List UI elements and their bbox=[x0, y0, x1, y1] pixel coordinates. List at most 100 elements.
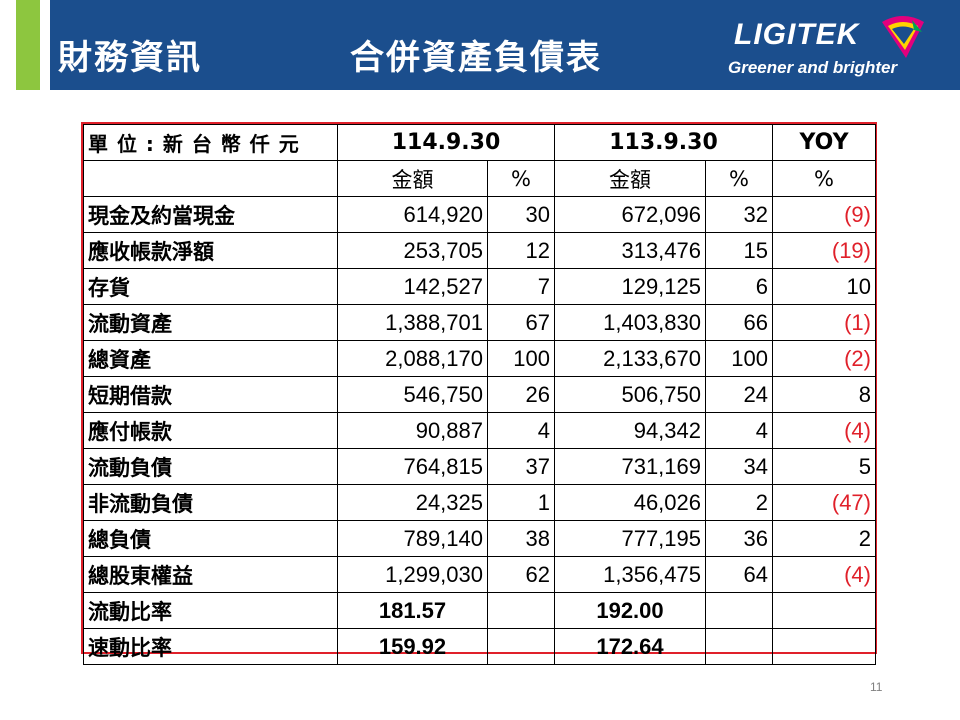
amount-header-2: 金額 bbox=[554, 160, 706, 197]
amount-period1: 546,750 bbox=[337, 376, 488, 413]
ratio-period2: 192.00 bbox=[554, 592, 706, 629]
amount-period2: 46,026 bbox=[554, 484, 706, 521]
pct-period2: 2 bbox=[705, 484, 773, 521]
pct-period1: 30 bbox=[487, 196, 555, 233]
table-row: 現金及約當現金 614,920 30 672,096 32 (9) bbox=[83, 196, 876, 233]
pct-period1: 37 bbox=[487, 448, 555, 485]
row-label: 總資產 bbox=[83, 340, 338, 377]
pct-period2: 4 bbox=[705, 412, 773, 449]
pct-period2: 15 bbox=[705, 232, 773, 269]
pct-period2: 36 bbox=[705, 520, 773, 557]
amount-header-1: 金額 bbox=[337, 160, 488, 197]
row-label: 應收帳款淨額 bbox=[83, 232, 338, 269]
amount-period1: 614,920 bbox=[337, 196, 488, 233]
amount-period1: 2,088,170 bbox=[337, 340, 488, 377]
pct-period1: 1 bbox=[487, 484, 555, 521]
table-row: 流動資產 1,388,701 67 1,403,830 66 (1) bbox=[83, 304, 876, 341]
empty-cell bbox=[487, 628, 555, 665]
amount-period1: 24,325 bbox=[337, 484, 488, 521]
pct-period2: 100 bbox=[705, 340, 773, 377]
header-row: 單 位 : 新 台 幣 仟 元 114.9.30 113.9.30 YOY bbox=[83, 124, 876, 161]
yoy-value: (1) bbox=[772, 304, 876, 341]
pct-period1: 12 bbox=[487, 232, 555, 269]
amount-period2: 129,125 bbox=[554, 268, 706, 305]
yoy-value: 8 bbox=[772, 376, 876, 413]
pct-period2: 32 bbox=[705, 196, 773, 233]
yoy-value: (9) bbox=[772, 196, 876, 233]
pct-period1: 4 bbox=[487, 412, 555, 449]
ratio-period1: 159.92 bbox=[337, 628, 488, 665]
amount-period1: 142,527 bbox=[337, 268, 488, 305]
amount-period2: 2,133,670 bbox=[554, 340, 706, 377]
page-title: 合併資產負債表 bbox=[350, 38, 602, 78]
section-title: 財務資訊 bbox=[58, 38, 202, 78]
row-label: 總股東權益 bbox=[83, 556, 338, 593]
logo-mark-icon bbox=[882, 16, 924, 58]
yoy-value: (4) bbox=[772, 412, 876, 449]
table-row: 應收帳款淨額 253,705 12 313,476 15 (19) bbox=[83, 232, 876, 269]
company-logo: LIGITEK Greener and brighter bbox=[728, 14, 960, 84]
amount-period1: 253,705 bbox=[337, 232, 488, 269]
yoy-value: 10 bbox=[772, 268, 876, 305]
row-label: 流動負債 bbox=[83, 448, 338, 485]
yoy-value: (19) bbox=[772, 232, 876, 269]
yoy-value: (2) bbox=[772, 340, 876, 377]
row-label: 非流動負債 bbox=[83, 484, 338, 521]
pct-period2: 34 bbox=[705, 448, 773, 485]
empty-cell bbox=[772, 628, 876, 665]
empty-cell bbox=[705, 628, 773, 665]
row-label: 流動資產 bbox=[83, 304, 338, 341]
page-number: 11 bbox=[870, 680, 883, 694]
row-label: 短期借款 bbox=[83, 376, 338, 413]
empty-cell bbox=[772, 592, 876, 629]
pct-period1: 62 bbox=[487, 556, 555, 593]
pct-period1: 7 bbox=[487, 268, 555, 305]
table-row: 短期借款 546,750 26 506,750 24 8 bbox=[83, 376, 876, 413]
yoy-value: (4) bbox=[772, 556, 876, 593]
pct-header-1: % bbox=[487, 160, 555, 197]
amount-period2: 506,750 bbox=[554, 376, 706, 413]
row-label: 應付帳款 bbox=[83, 412, 338, 449]
pct-period2: 64 bbox=[705, 556, 773, 593]
pct-period1: 100 bbox=[487, 340, 555, 377]
pct-period2: 6 bbox=[705, 268, 773, 305]
yoy-pct-header: % bbox=[772, 160, 876, 197]
amount-period2: 1,403,830 bbox=[554, 304, 706, 341]
amount-period1: 789,140 bbox=[337, 520, 488, 557]
amount-period1: 1,388,701 bbox=[337, 304, 488, 341]
period1-header: 114.9.30 bbox=[337, 124, 555, 161]
ratio-row: 速動比率 159.92 172.64 bbox=[83, 628, 876, 665]
amount-period1: 1,299,030 bbox=[337, 556, 488, 593]
table-row: 存貨 142,527 7 129,125 6 10 bbox=[83, 268, 876, 305]
pct-period1: 38 bbox=[487, 520, 555, 557]
empty-cell bbox=[705, 592, 773, 629]
yoy-value: 2 bbox=[772, 520, 876, 557]
empty-cell bbox=[83, 160, 338, 197]
amount-period2: 1,356,475 bbox=[554, 556, 706, 593]
row-label: 存貨 bbox=[83, 268, 338, 305]
pct-period1: 67 bbox=[487, 304, 555, 341]
yoy-value: (47) bbox=[772, 484, 876, 521]
balance-sheet-table: 單 位 : 新 台 幣 仟 元 114.9.30 113.9.30 YOY 金額… bbox=[81, 122, 877, 665]
ratio-period1: 181.57 bbox=[337, 592, 488, 629]
pct-period1: 26 bbox=[487, 376, 555, 413]
table-row: 流動負債 764,815 37 731,169 34 5 bbox=[83, 448, 876, 485]
yoy-value: 5 bbox=[772, 448, 876, 485]
amount-period1: 764,815 bbox=[337, 448, 488, 485]
subheader-row: 金額 % 金額 % % bbox=[83, 160, 876, 197]
pct-period2: 24 bbox=[705, 376, 773, 413]
ratio-period2: 172.64 bbox=[554, 628, 706, 665]
ratio-row: 流動比率 181.57 192.00 bbox=[83, 592, 876, 629]
ratio-label: 速動比率 bbox=[83, 628, 338, 665]
amount-period1: 90,887 bbox=[337, 412, 488, 449]
pct-header-2: % bbox=[705, 160, 773, 197]
unit-label: 單 位 : 新 台 幣 仟 元 bbox=[83, 124, 338, 161]
table-row: 總負債 789,140 38 777,195 36 2 bbox=[83, 520, 876, 557]
logo-name: LIGITEK bbox=[734, 18, 860, 51]
table-row: 總資產 2,088,170 100 2,133,670 100 (2) bbox=[83, 340, 876, 377]
table-row: 應付帳款 90,887 4 94,342 4 (4) bbox=[83, 412, 876, 449]
header-banner: 財務資訊 合併資產負債表 LIGITEK Greener and brighte… bbox=[50, 0, 960, 90]
accent-bar bbox=[16, 0, 40, 90]
table-row: 非流動負債 24,325 1 46,026 2 (47) bbox=[83, 484, 876, 521]
amount-period2: 731,169 bbox=[554, 448, 706, 485]
